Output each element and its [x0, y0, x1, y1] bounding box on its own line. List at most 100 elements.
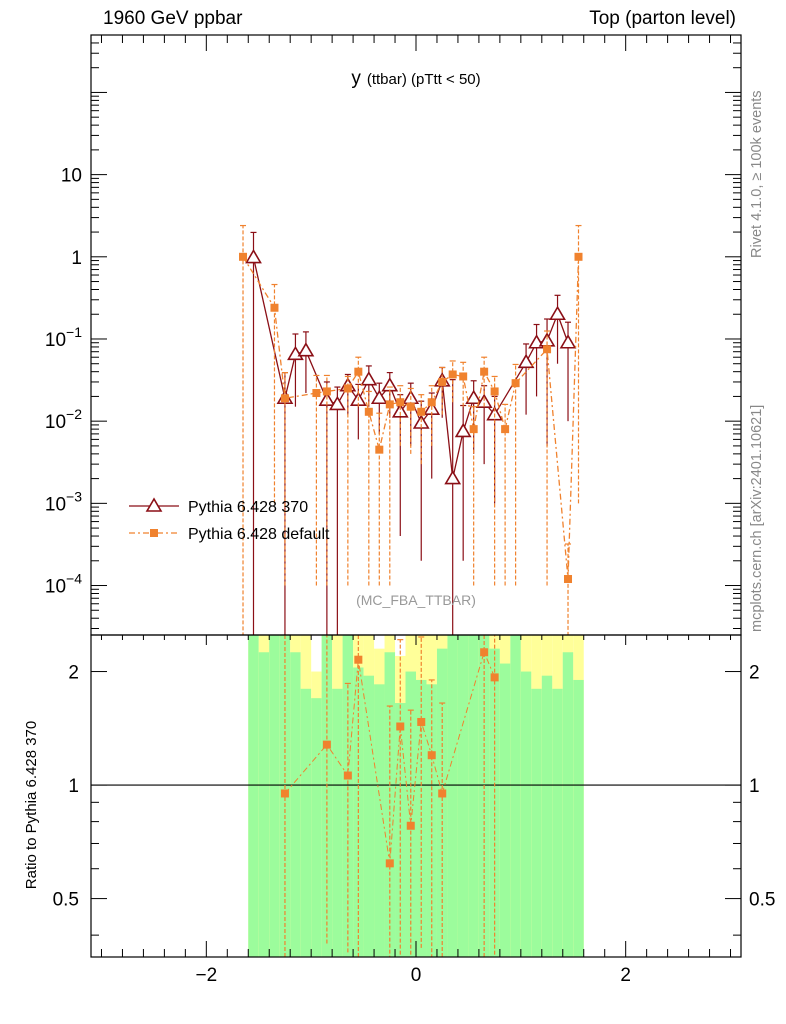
ratio-y-tick-label-left: 1: [68, 776, 79, 797]
data-point-triangle: [391, 403, 409, 418]
ratio-band-green: [520, 671, 532, 957]
legend-label: Pythia 6.428 370: [188, 499, 308, 516]
analysis-watermark: (MC_FBA_TTBAR): [356, 592, 476, 608]
legend-entry: Pythia 6.428 default: [129, 526, 330, 543]
legend-label: Pythia 6.428 default: [188, 526, 330, 543]
ratio-band-green: [269, 635, 280, 957]
ratio-uncertainty-bands: [248, 635, 584, 957]
ratio-band-green: [573, 679, 584, 957]
ratio-y-tick-label-right: 0.5: [749, 890, 775, 911]
data-point-square: [406, 402, 415, 411]
ratio-band-green: [395, 703, 406, 957]
data-point-square: [427, 751, 436, 760]
data-point-triangle: [444, 470, 462, 485]
header-right: Top (parton level): [589, 8, 736, 29]
legend-marker-square: [150, 529, 158, 537]
data-point-square: [343, 771, 352, 780]
ratio-y-tick-label-left: 2: [68, 663, 79, 684]
legend-marker-triangle: [145, 497, 163, 512]
data-point-square: [322, 387, 331, 396]
data-point-square: [490, 673, 499, 682]
data-point-square: [406, 821, 415, 830]
ratio-band-green: [290, 652, 301, 957]
ratio-band-green: [552, 688, 563, 957]
mcplots-reference-label: mcplots.cern.ch [arXiv:2401.10621]: [749, 404, 765, 632]
ratio-band-green: [562, 652, 574, 957]
data-point-square: [564, 575, 573, 584]
data-point-square: [375, 445, 384, 454]
plot-title: y (ttbar) (pTtt < 50): [351, 68, 480, 89]
data-point-square: [385, 400, 394, 409]
x-tick-label: 0: [411, 965, 422, 986]
ratio-band-green: [374, 684, 385, 957]
data-point-square: [270, 303, 279, 312]
data-point-square: [480, 648, 489, 657]
data-point-square: [469, 425, 478, 434]
plot-title-main: y: [351, 68, 361, 89]
data-point-triangle: [549, 305, 566, 321]
data-point-triangle: [475, 393, 493, 409]
ratio-band-green: [478, 635, 490, 957]
plot-titles: y (ttbar) (pTtt < 50) (MC_FBA_TTBAR) Rati…: [23, 68, 481, 889]
data-point-triangle: [559, 334, 577, 349]
data-point-square: [511, 379, 520, 388]
ratio-band-green: [499, 663, 511, 957]
data-point-square: [239, 252, 248, 261]
data-point-square: [438, 789, 447, 798]
data-point-triangle: [381, 377, 399, 392]
data-point-triangle: [360, 371, 378, 386]
ratio-series: [280, 635, 499, 957]
ratio-band-green: [531, 688, 542, 957]
data-point-square: [459, 372, 468, 381]
data-point-square: [417, 407, 426, 416]
data-point-square: [385, 859, 394, 868]
data-point-square: [448, 370, 457, 379]
x-tick-label: −2: [195, 965, 217, 986]
ratio-band-green: [468, 635, 479, 957]
data-point-square: [574, 252, 583, 261]
data-point-triangle: [517, 353, 535, 369]
y-tick-label: 10−3: [45, 488, 82, 515]
ratio-band-green: [436, 648, 448, 957]
ratio-band-green: [541, 675, 553, 957]
main-series: [239, 224, 583, 635]
ratio-band-green: [447, 635, 458, 957]
y-tick-label: 10: [61, 166, 82, 187]
data-point-square: [343, 384, 352, 393]
y-tick-label: 10−4: [45, 571, 82, 598]
ratio-band-green: [457, 635, 469, 957]
data-point-square: [364, 407, 373, 416]
data-point-triangle: [297, 342, 315, 357]
ratio-y-tick-label-right: 1: [749, 776, 760, 797]
data-point-square: [396, 398, 405, 407]
y-tick-label: 10−2: [45, 406, 82, 433]
data-point-square: [322, 740, 331, 749]
ratio-band-green: [248, 635, 259, 957]
data-point-square: [354, 655, 363, 664]
header-left: 1960 GeV ppbar: [103, 8, 243, 29]
data-point-square: [490, 387, 499, 396]
ratio-band-green: [363, 675, 375, 957]
ratio-band-green: [332, 688, 343, 957]
legend-entry: Pythia 6.428 370: [129, 497, 308, 516]
data-point-square: [280, 789, 289, 798]
ratio-band-green: [311, 698, 322, 957]
data-point-square: [427, 398, 436, 407]
data-point-square: [312, 389, 321, 398]
data-point-square: [543, 345, 552, 354]
data-point-triangle: [454, 422, 472, 438]
data-point-square: [501, 425, 510, 434]
data-point-triangle: [328, 395, 346, 411]
plot-title-sub: (ttbar) (pTtt < 50): [367, 71, 481, 88]
ratio-band-green: [384, 652, 396, 957]
data-point-square: [417, 717, 426, 726]
ratio-y-tick-label-right: 2: [749, 663, 760, 684]
data-point-square: [396, 722, 405, 731]
ratio-ylabel: Ratio to Pythia 6.428 370: [23, 721, 40, 889]
data-point-square: [480, 367, 489, 376]
ratio-band-green: [300, 688, 312, 957]
axis-ticks: [91, 34, 741, 957]
legend: Pythia 6.428 370 Pythia 6.428 default: [129, 497, 330, 543]
series-line: [284, 650, 496, 864]
